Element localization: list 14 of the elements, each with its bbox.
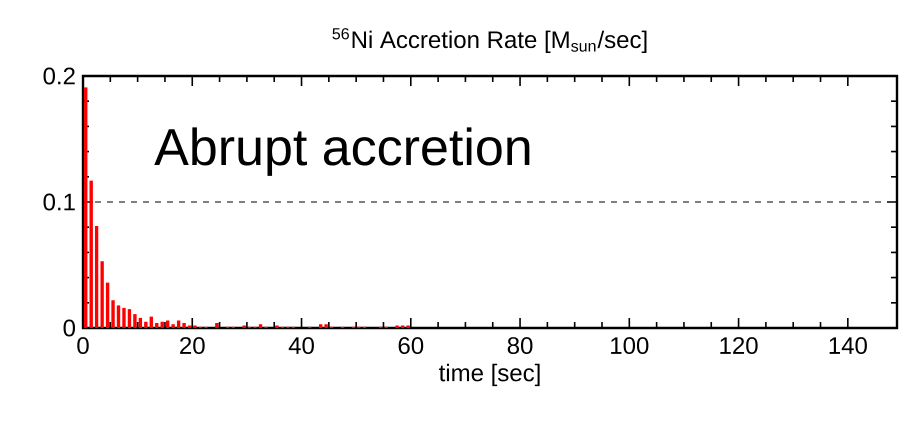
x-tick-label: 120 <box>720 337 758 354</box>
y-tick-label: 0 <box>64 320 76 336</box>
x-tick-label: 60 <box>398 337 424 354</box>
x-tick-label: 140 <box>830 337 867 354</box>
x-tick-label: 20 <box>180 337 205 354</box>
x-tick-label: 100 <box>611 337 648 354</box>
y-tick-label: 0.2 <box>44 68 75 84</box>
x-tick-label: 0 <box>77 337 89 354</box>
chart-title: $^{56}$Ni Accretion Rate [M$_{sun}$/sec] <box>332 28 646 53</box>
y-tick-label: 0.1 <box>44 194 75 210</box>
x-tick-label: 80 <box>508 337 532 354</box>
x-tick-label: 40 <box>288 337 314 354</box>
annotation: Abrupt accretion <box>154 127 530 176</box>
x-axis-title: time [sec] <box>439 364 540 386</box>
